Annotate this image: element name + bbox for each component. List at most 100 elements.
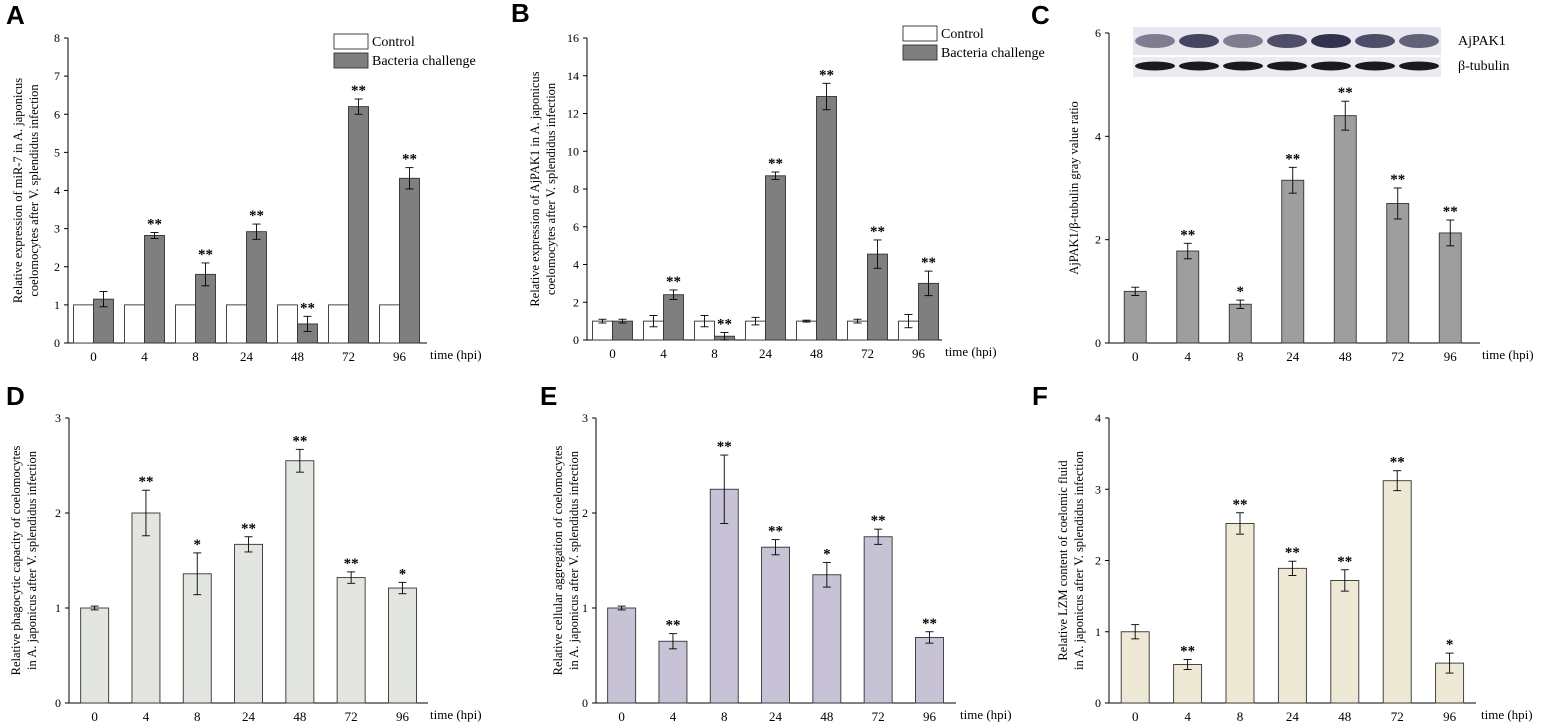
- significance-mark: *: [399, 566, 407, 582]
- significance-mark: *: [1446, 637, 1454, 653]
- y-tick-label: 2: [582, 506, 588, 520]
- panel-e: E 0 1 2 3 Relative cellular aggregation of co…: [540, 381, 1012, 724]
- bar-treatment: [607, 607, 637, 704]
- legend-swatch: [333, 33, 369, 50]
- significance-mark: **: [666, 274, 681, 290]
- significance-mark: **: [344, 556, 359, 572]
- x-tick-label: 24: [242, 709, 256, 724]
- y-tick-label: 8: [573, 182, 579, 196]
- bar-control: [847, 320, 868, 341]
- y-tick-label: 4: [573, 258, 579, 272]
- significance-mark: *: [823, 546, 831, 562]
- y-axis-label: Relative LZM content of coelomic fluid: [1056, 460, 1070, 661]
- significance-mark: **: [241, 521, 256, 537]
- legend-label: Control: [941, 27, 984, 42]
- y-tick-label: 0: [54, 336, 60, 350]
- x-tick-label: 96: [396, 709, 410, 724]
- x-axis-unit: time (hpi): [430, 707, 482, 722]
- x-tick-label: 72: [1391, 709, 1404, 724]
- x-tick-label: 96: [1443, 709, 1457, 724]
- significance-mark: **: [870, 224, 885, 240]
- bar-treatment: [246, 231, 267, 344]
- bar-treatment: [765, 175, 786, 341]
- bar-treatment: [80, 607, 110, 704]
- significance-mark: **: [1285, 545, 1300, 561]
- significance-mark: **: [1285, 151, 1300, 167]
- blot-band: [1135, 61, 1175, 71]
- x-tick-label: 4: [660, 346, 667, 361]
- blot-band: [1223, 34, 1263, 48]
- x-tick-label: 96: [393, 349, 407, 364]
- legend-swatch: [902, 25, 938, 42]
- panel-f: F 0 1 2 3 4 Relative LZM content of coelomic f…: [1032, 381, 1533, 724]
- y-tick-label: 14: [567, 69, 579, 83]
- significance-mark: **: [300, 300, 315, 316]
- x-tick-label: 72: [342, 349, 355, 364]
- x-axis-unit: time (hpi): [1482, 347, 1534, 362]
- significance-mark: **: [922, 616, 937, 632]
- x-axis-unit: time (hpi): [945, 344, 997, 359]
- y-tick-label: 7: [54, 69, 60, 83]
- panel-letter: D: [6, 381, 25, 411]
- y-tick-label: 6: [573, 220, 579, 234]
- y-tick-label: 5: [54, 145, 60, 159]
- x-tick-label: 72: [872, 709, 885, 724]
- significance-mark: **: [717, 316, 732, 332]
- bar-treatment: [816, 96, 837, 341]
- x-tick-label: 0: [91, 709, 98, 724]
- bar-treatment: [234, 543, 264, 704]
- y-tick-label: 1: [582, 601, 588, 615]
- bar-treatment: [812, 574, 842, 704]
- blot-label-ajpak1: AjPAK1: [1458, 34, 1506, 49]
- bar-treatment: [348, 106, 369, 344]
- y-tick-label: 8: [54, 31, 60, 45]
- x-tick-label: 4: [143, 709, 150, 724]
- panel-letter: F: [1032, 381, 1048, 411]
- y-tick-label: 2: [1095, 233, 1101, 247]
- x-tick-label: 8: [721, 709, 728, 724]
- panel-letter: E: [540, 381, 557, 411]
- significance-mark: **: [1180, 644, 1195, 660]
- y-tick-label: 1: [1095, 625, 1101, 639]
- y-tick-label: 0: [582, 696, 588, 710]
- legend-label: Bacteria challenge: [941, 46, 1045, 61]
- significance-mark: **: [198, 247, 213, 263]
- x-tick-label: 48: [820, 709, 833, 724]
- significance-mark: **: [1337, 554, 1352, 570]
- x-tick-label: 48: [810, 346, 823, 361]
- bar-treatment: [131, 512, 161, 704]
- x-tick-label: 96: [912, 346, 926, 361]
- bar-control: [796, 320, 817, 341]
- y-tick-label: 12: [567, 107, 579, 121]
- bar-treatment: [1382, 480, 1412, 704]
- significance-mark: **: [402, 152, 417, 168]
- y-tick-label: 4: [1095, 129, 1101, 143]
- significance-mark: **: [871, 513, 886, 529]
- bar-treatment: [182, 573, 212, 704]
- blot-band: [1311, 61, 1351, 71]
- y-tick-label: 1: [55, 601, 61, 615]
- significance-mark: **: [1390, 455, 1405, 471]
- bar-treatment: [399, 177, 420, 344]
- bar-control: [592, 320, 613, 341]
- x-tick-label: 0: [618, 709, 625, 724]
- x-tick-label: 96: [923, 709, 937, 724]
- blot-band: [1179, 61, 1219, 71]
- y-tick-label: 2: [55, 506, 61, 520]
- significance-mark: **: [921, 255, 936, 271]
- significance-mark: **: [249, 208, 264, 224]
- blot-band: [1355, 61, 1395, 71]
- bar-control: [277, 304, 298, 344]
- significance-mark: **: [1180, 227, 1195, 243]
- y-tick-label: 3: [582, 411, 588, 425]
- y-tick-label: 0: [1095, 336, 1101, 350]
- x-tick-label: 4: [141, 349, 148, 364]
- bar-control: [124, 304, 145, 344]
- y-tick-label: 0: [573, 333, 579, 347]
- bar-treatment: [658, 640, 688, 704]
- x-tick-label: 4: [1184, 709, 1191, 724]
- x-axis-unit: time (hpi): [960, 707, 1012, 722]
- y-tick-label: 4: [1095, 411, 1101, 425]
- y-tick-label: 2: [54, 260, 60, 274]
